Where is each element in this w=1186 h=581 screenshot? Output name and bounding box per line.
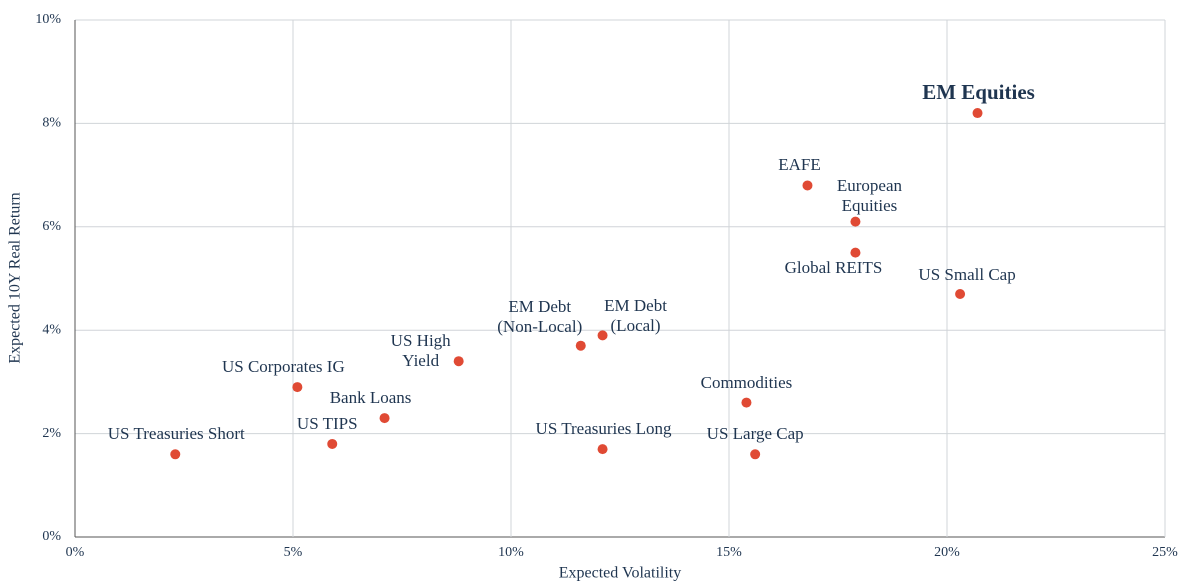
point-label: EM Debt (Local): [604, 296, 667, 336]
point: [327, 438, 338, 449]
y-tick-label: 8%: [42, 116, 61, 131]
point: [741, 397, 752, 408]
point: [802, 180, 813, 191]
point: [955, 289, 966, 300]
point: [379, 413, 390, 424]
point-label: Commodities: [700, 372, 793, 392]
point-label: Bank Loans: [329, 388, 412, 408]
point-label: European Equities: [836, 175, 903, 215]
point: [750, 449, 761, 460]
x-tick-label: 5%: [284, 545, 303, 560]
y-tick-label: 0%: [42, 529, 61, 544]
point-label: US Treasuries Short: [107, 424, 245, 444]
point: [850, 247, 861, 258]
point-label: US High Yield: [390, 331, 451, 371]
x-tick-label: 0%: [66, 545, 85, 560]
point: [170, 449, 181, 460]
point-label: US Treasuries Long: [535, 419, 672, 439]
point: [292, 382, 303, 393]
point-label: Global REITS: [784, 257, 883, 277]
y-tick-label: 6%: [42, 219, 61, 234]
y-tick-label: 10%: [35, 12, 61, 27]
y-tick-label: 4%: [42, 322, 61, 337]
point-label: EM Debt (Non-Local): [497, 296, 583, 336]
x-tick-label: 25%: [1152, 545, 1178, 560]
point: [597, 444, 608, 455]
x-tick-label: 15%: [716, 545, 742, 560]
point-label: US Small Cap: [918, 265, 1016, 284]
x-axis-title: Expected Volatility: [559, 565, 682, 581]
point-label: US TIPS: [296, 413, 358, 433]
point: [453, 356, 464, 367]
y-axis-title: Expected 10Y Real Return: [7, 192, 24, 363]
point: [972, 108, 983, 119]
point-label: US Corporates IG: [221, 357, 345, 377]
x-tick-label: 10%: [498, 545, 524, 560]
y-tick-label: 2%: [42, 426, 61, 441]
x-tick-label: 20%: [934, 545, 960, 560]
point: [597, 330, 608, 341]
point-label: EM Equities: [922, 80, 1035, 105]
point: [575, 340, 586, 351]
point-label: US Large Cap: [706, 424, 804, 444]
point-label: EAFE: [778, 155, 821, 175]
point: [850, 216, 861, 227]
